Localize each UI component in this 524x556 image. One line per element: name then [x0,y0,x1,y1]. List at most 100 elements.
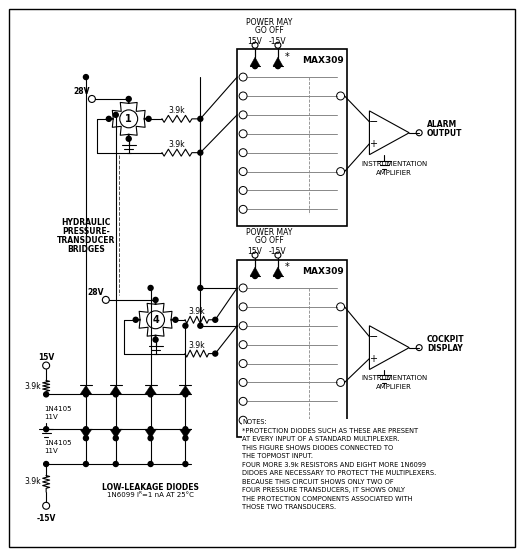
Text: +: + [369,138,377,148]
Text: NOTES:
*PROTECTION DIODES SUCH AS THESE ARE PRESENT
AT EVERY INPUT OF A STANDARD: NOTES: *PROTECTION DIODES SUCH AS THESE … [242,419,436,510]
Circle shape [276,63,280,68]
Text: GO OFF: GO OFF [255,236,283,245]
Text: LOW-LEAKAGE DIODES: LOW-LEAKAGE DIODES [102,483,199,492]
Text: COCKPIT: COCKPIT [427,335,465,344]
Circle shape [173,317,178,322]
Circle shape [198,285,203,290]
Text: ALARM: ALARM [427,120,457,130]
Circle shape [213,317,218,322]
Circle shape [213,351,218,356]
Circle shape [148,426,153,431]
Text: 3.9k: 3.9k [189,307,205,316]
Circle shape [183,426,188,431]
Circle shape [253,274,257,279]
Circle shape [43,426,49,431]
Text: 15V: 15V [38,353,54,362]
Bar [237,49,346,226]
Circle shape [198,116,203,121]
Text: −: − [369,117,378,127]
Polygon shape [273,267,283,276]
Circle shape [106,116,111,121]
Circle shape [83,426,89,431]
Text: -15V: -15V [37,514,56,523]
Circle shape [113,426,118,431]
Text: AMPLIFIER: AMPLIFIER [376,170,412,176]
Text: MAX309: MAX309 [302,56,344,65]
Text: 15V: 15V [248,247,263,256]
Text: 1: 1 [125,114,132,124]
Text: 3.9k: 3.9k [189,341,205,350]
Text: MAX309: MAX309 [302,267,344,276]
Text: INSTRUMENTATION: INSTRUMENTATION [361,161,428,167]
Circle shape [113,392,118,397]
Circle shape [126,97,131,101]
Circle shape [148,461,153,466]
Bar [237,260,346,437]
Circle shape [153,337,158,342]
Circle shape [83,436,89,441]
Circle shape [133,317,138,322]
Text: INSTRUMENTATION: INSTRUMENTATION [361,375,428,381]
Text: 3.9k: 3.9k [169,140,185,149]
Text: *: * [285,52,290,62]
Text: AMPLIFIER: AMPLIFIER [376,384,412,390]
Circle shape [43,461,49,466]
Text: −: − [369,332,378,342]
Circle shape [148,392,153,397]
Text: -15V: -15V [269,247,287,256]
Polygon shape [179,385,191,394]
Text: 3.9k: 3.9k [24,382,40,391]
Polygon shape [273,57,283,66]
Text: POWER MAY: POWER MAY [246,229,292,237]
Text: 1N4105: 1N4105 [44,440,72,446]
Text: OUTPUT: OUTPUT [427,129,463,138]
Polygon shape [110,385,122,394]
Text: *: * [285,262,290,272]
Circle shape [198,323,203,328]
Text: +: + [369,354,377,364]
Polygon shape [179,429,191,438]
Circle shape [113,461,118,466]
Polygon shape [80,385,92,394]
Circle shape [276,274,280,279]
Text: 3.9k: 3.9k [169,106,185,116]
Circle shape [153,297,158,302]
Circle shape [126,136,131,141]
Circle shape [83,461,89,466]
Circle shape [113,436,118,441]
Circle shape [183,392,188,397]
Text: 28V: 28V [87,288,103,297]
Circle shape [198,150,203,155]
Text: GO OFF: GO OFF [255,26,283,36]
Circle shape [183,323,188,328]
Circle shape [253,63,257,68]
Polygon shape [80,429,92,438]
Text: 11V: 11V [44,414,58,420]
Polygon shape [145,429,157,438]
Circle shape [83,392,89,397]
Circle shape [83,75,89,80]
Text: 4: 4 [152,315,159,325]
Text: 11V: 11V [44,448,58,454]
Polygon shape [250,57,260,66]
Circle shape [148,436,153,441]
Text: 3.9k: 3.9k [24,478,40,486]
Circle shape [146,116,151,121]
Circle shape [113,112,118,117]
Text: 1N4105: 1N4105 [44,406,72,413]
Polygon shape [250,267,260,276]
Text: BRIDGES: BRIDGES [67,245,105,254]
Text: 15V: 15V [248,37,263,46]
Circle shape [43,392,49,397]
Text: POWER MAY: POWER MAY [246,18,292,27]
Text: DISPLAY: DISPLAY [427,344,463,353]
Text: HYDRAULIC: HYDRAULIC [61,219,111,227]
Text: TRANSDUCER: TRANSDUCER [57,236,115,245]
Text: -15V: -15V [269,37,287,46]
Polygon shape [145,385,157,394]
Circle shape [183,461,188,466]
Circle shape [183,436,188,441]
Text: 28V: 28V [73,87,90,96]
Circle shape [148,285,153,290]
Text: 1N6099 Iᴿ=1 nA AT 25°C: 1N6099 Iᴿ=1 nA AT 25°C [107,492,194,498]
